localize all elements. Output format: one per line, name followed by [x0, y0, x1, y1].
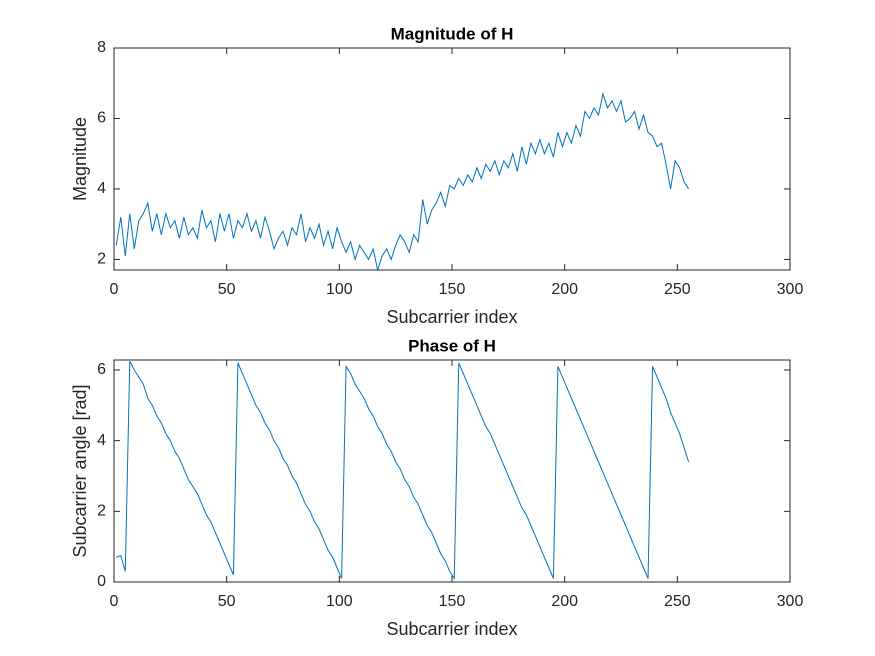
x-tick-label: 300 — [777, 593, 804, 610]
axes-area — [114, 48, 790, 270]
y-tick-label: 4 — [97, 180, 106, 197]
chart-title: Phase of H — [408, 336, 496, 355]
y-tick-label: 0 — [97, 573, 106, 590]
x-axis-label: Subcarrier index — [386, 619, 517, 639]
data-line — [115, 91, 690, 270]
chart-title: Magnitude of H — [391, 24, 514, 43]
x-tick-label: 150 — [439, 281, 466, 298]
x-tick-label: 250 — [664, 593, 691, 610]
y-axis-label: Subcarrier angle [rad] — [70, 384, 90, 557]
x-tick-label: 200 — [551, 281, 578, 298]
x-tick-label: 150 — [439, 593, 466, 610]
y-tick-label: 6 — [97, 110, 106, 127]
x-tick-label: 50 — [218, 281, 236, 298]
y-tick-label: 2 — [97, 251, 106, 268]
axes-box — [113, 47, 791, 271]
y-tick-label: 4 — [97, 432, 106, 449]
axes-area — [114, 360, 790, 582]
data-line — [116, 360, 690, 581]
x-tick-label: 300 — [777, 281, 804, 298]
y-axis-label: Magnitude — [70, 117, 90, 201]
y-tick-label: 8 — [97, 39, 106, 56]
x-tick-label: 250 — [664, 281, 691, 298]
x-tick-label: 0 — [110, 593, 119, 610]
y-tick-label: 2 — [97, 503, 106, 520]
plot-area — [116, 360, 690, 581]
x-axis-label: Subcarrier index — [386, 307, 517, 327]
x-tick-label: 50 — [218, 593, 236, 610]
x-tick-label: 0 — [110, 281, 119, 298]
x-tick-label: 100 — [326, 593, 353, 610]
x-tick-label: 100 — [326, 281, 353, 298]
y-tick-label: 6 — [97, 361, 106, 378]
plot-area — [115, 91, 690, 270]
axes-box — [113, 359, 791, 583]
x-tick-label: 200 — [551, 593, 578, 610]
